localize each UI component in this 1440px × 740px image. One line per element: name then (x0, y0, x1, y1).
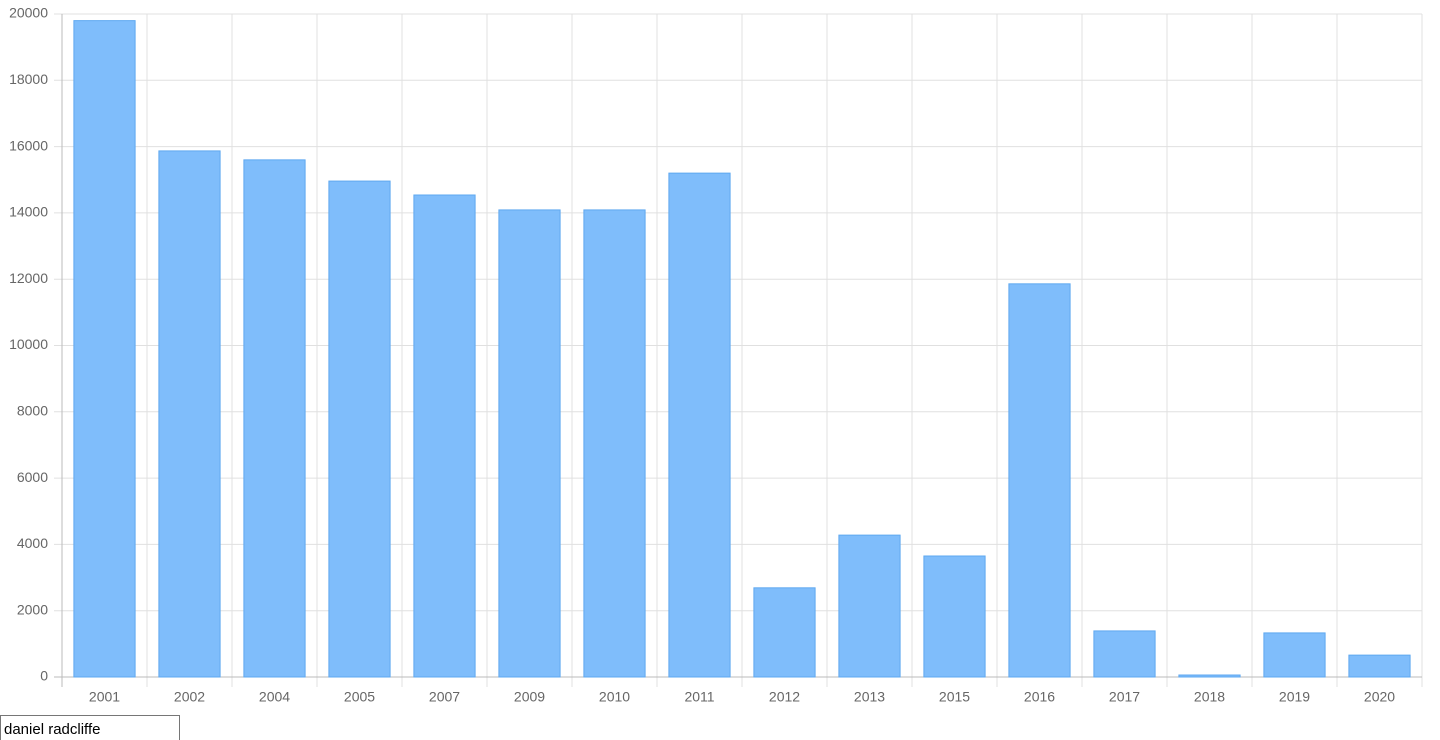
bar (1093, 630, 1156, 678)
bar (1178, 674, 1241, 678)
chart: 0 2000 4000 6000 8000 10000 12000 14000 16000 180… (9, 5, 1423, 705)
x-tick-label: 2019 (1279, 689, 1310, 705)
bar (668, 172, 731, 678)
x-tick-label: 2004 (259, 689, 290, 705)
x-tick-label: 2010 (599, 689, 630, 705)
x-tick-label: 2016 (1024, 689, 1055, 705)
bar (498, 209, 561, 678)
bar (923, 555, 986, 678)
bar (583, 209, 646, 678)
x-tick-label: 2001 (89, 689, 120, 705)
x-tick-label: 2002 (174, 689, 205, 705)
y-tick-label: 16000 (9, 137, 48, 153)
bar (328, 180, 391, 678)
bar (1263, 632, 1326, 678)
y-tick-label: 4000 (17, 535, 48, 551)
x-tick-label: 2018 (1194, 689, 1225, 705)
bar (1008, 283, 1071, 678)
bar (243, 159, 306, 678)
y-tick-label: 6000 (17, 469, 48, 485)
y-tick-label: 8000 (17, 403, 48, 419)
x-tick-label: 2009 (514, 689, 545, 705)
y-tick-label: 14000 (9, 204, 48, 220)
y-tick-label: 0 (40, 668, 48, 684)
x-tick-label: 2017 (1109, 689, 1140, 705)
x-tick-label: 2012 (769, 689, 800, 705)
bar (413, 194, 476, 678)
y-tick-label: 10000 (9, 336, 48, 352)
y-tick-label: 12000 (9, 270, 48, 286)
bar (158, 150, 221, 678)
y-tick-label: 2000 (17, 601, 48, 617)
x-tick-label: 2011 (684, 689, 714, 705)
x-tick-label: 2020 (1364, 689, 1395, 705)
bar (73, 20, 136, 678)
y-tick-label: 18000 (9, 71, 48, 87)
bar (753, 587, 816, 678)
x-tick-label: 2005 (344, 689, 375, 705)
bar (1348, 654, 1411, 678)
y-tick-label: 20000 (9, 5, 48, 21)
x-tick-label: 2007 (429, 689, 460, 705)
search-input[interactable] (0, 715, 180, 740)
bar (838, 534, 901, 678)
x-tick-label: 2015 (939, 689, 970, 705)
x-tick-label: 2013 (854, 689, 885, 705)
